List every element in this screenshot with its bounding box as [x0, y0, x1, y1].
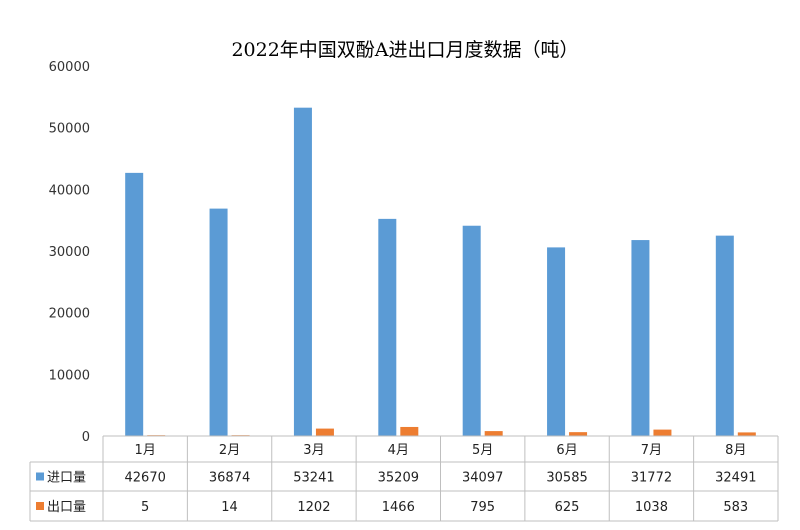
bar-import: [547, 247, 566, 436]
bar-import: [715, 235, 734, 436]
chart-title: 2022年中国双酚A进出口月度数据（吨）: [231, 39, 578, 61]
x-tick-label: 8月: [725, 443, 746, 458]
legend-swatch-import: [36, 472, 44, 481]
data-label: 625: [555, 500, 580, 515]
legend-label-import: 进口量: [47, 471, 86, 486]
bar-import: [293, 107, 312, 437]
x-tick-label: 6月: [556, 443, 577, 458]
bar-import: [631, 240, 650, 436]
bar-export: [569, 432, 588, 436]
x-tick-label: 1月: [135, 443, 156, 458]
bar-export: [737, 432, 756, 436]
x-tick-label: 4月: [388, 443, 409, 458]
bar-import: [125, 172, 144, 436]
y-tick-label: 40000: [49, 183, 90, 198]
y-tick-label: 0: [82, 430, 90, 445]
data-label: 42670: [125, 471, 166, 486]
data-label: 36874: [209, 471, 250, 486]
y-tick-label: 30000: [49, 245, 90, 260]
bar-import: [462, 225, 481, 436]
data-label: 35209: [378, 471, 419, 486]
data-label: 31772: [631, 471, 672, 486]
y-tick-label: 60000: [49, 60, 90, 75]
x-tick-label: 5月: [472, 443, 493, 458]
bar-import: [209, 208, 228, 436]
y-tick-label: 20000: [49, 307, 90, 322]
legend-label-export: 出口量: [47, 500, 86, 515]
bar-export: [400, 426, 419, 436]
data-label: 32491: [715, 471, 756, 486]
x-tick-label: 3月: [303, 443, 324, 458]
data-label: 583: [723, 500, 748, 515]
bar-export: [315, 428, 334, 436]
legend-swatch-export: [36, 502, 44, 510]
data-label: 795: [470, 500, 495, 515]
y-tick-label: 10000: [49, 368, 90, 383]
x-tick-label: 2月: [219, 443, 240, 458]
bar-export: [653, 429, 672, 436]
data-label: 14: [221, 500, 238, 515]
y-tick-label: 50000: [49, 122, 90, 137]
data-label: 1466: [382, 500, 415, 515]
data-label: 5: [141, 500, 149, 515]
bar-export: [484, 431, 503, 436]
bar-import: [378, 218, 397, 436]
data-label: 30585: [546, 471, 587, 486]
x-tick-label: 7月: [641, 443, 662, 458]
data-label: 53241: [293, 471, 334, 486]
data-label: 1038: [635, 500, 668, 515]
data-label: 1202: [297, 500, 330, 515]
data-label: 34097: [462, 471, 503, 486]
